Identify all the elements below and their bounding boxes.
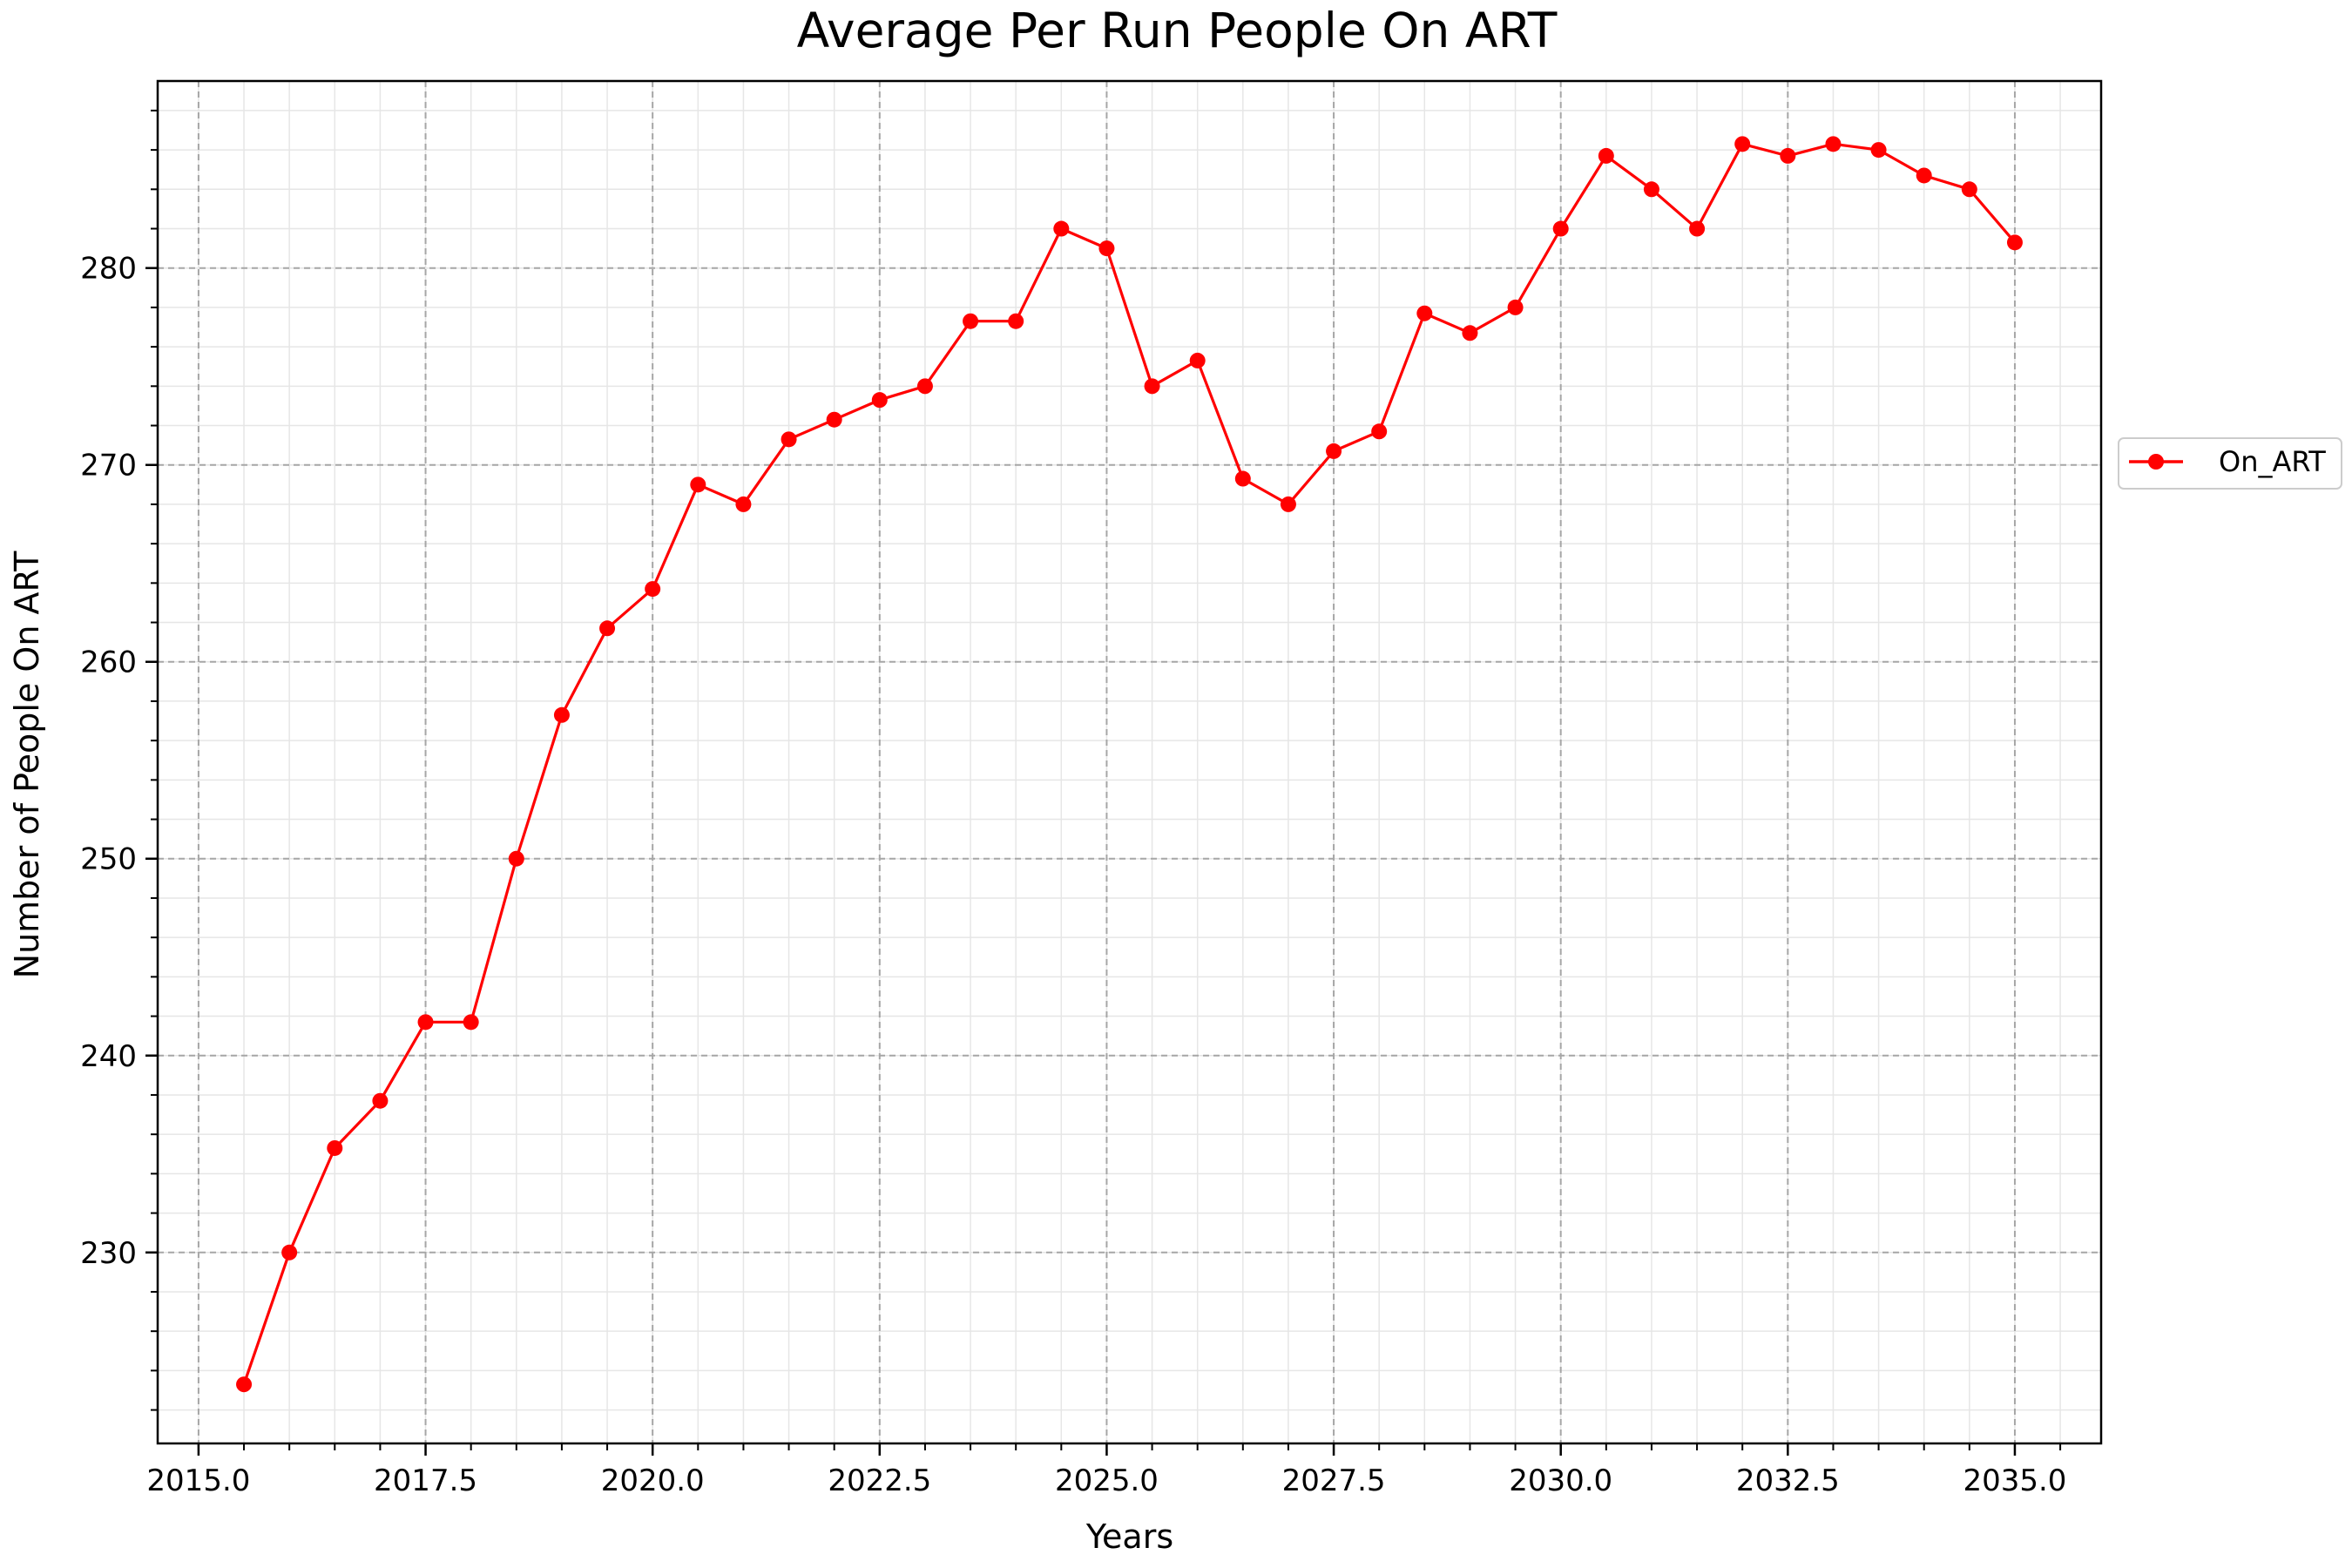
data-point <box>417 1014 434 1031</box>
legend-label-on-art: On_ART <box>2219 445 2326 478</box>
data-point <box>281 1244 298 1260</box>
y-tick-label: 270 <box>80 449 137 483</box>
y-tick-label: 260 <box>80 645 137 680</box>
data-point <box>1507 299 1524 315</box>
data-point <box>1643 181 1659 198</box>
y-tick-label: 250 <box>80 842 137 877</box>
x-tick-label: 2030.0 <box>1509 1463 1612 1498</box>
data-point <box>963 313 979 329</box>
data-point <box>1689 220 1706 237</box>
data-point <box>916 378 933 395</box>
data-point <box>1371 423 1388 440</box>
data-point <box>1916 167 1932 184</box>
data-point <box>1189 352 1206 368</box>
data-point <box>327 1139 343 1156</box>
series-line-on-art <box>242 142 2017 1385</box>
legend-marker-on-art <box>2148 454 2164 470</box>
data-point <box>599 620 616 637</box>
data-point <box>1870 142 1887 159</box>
x-tick-label: 2015.0 <box>146 1463 250 1498</box>
x-tick-label: 2025.0 <box>1055 1463 1159 1498</box>
major-grid <box>158 81 2101 1443</box>
data-point <box>508 850 524 867</box>
data-point <box>1552 220 1569 237</box>
x-tick-label: 2035.0 <box>1963 1463 2066 1498</box>
data-point <box>735 496 752 512</box>
data-point <box>1598 147 1614 164</box>
data-point <box>2006 234 2023 251</box>
data-point <box>690 476 706 493</box>
data-point <box>1416 305 1433 321</box>
x-tick-label: 2017.5 <box>374 1463 477 1498</box>
data-point <box>1098 240 1115 257</box>
data-point <box>1825 136 1842 152</box>
data-point <box>781 431 797 448</box>
x-tick-label: 2020.0 <box>601 1463 705 1498</box>
data-point <box>1462 325 1478 341</box>
data-point <box>645 581 661 598</box>
x-axis-title: Years <box>1085 1517 1173 1556</box>
data-point <box>463 1014 479 1031</box>
data-point <box>826 411 842 428</box>
y-tick-label: 280 <box>80 252 137 287</box>
tick-labels: 2015.0 2017.5 2020.0 2022.5 2025.0 2027.5 2030… <box>80 252 2066 1498</box>
legend-box <box>2118 437 2342 490</box>
y-tick-label: 240 <box>80 1039 137 1074</box>
data-point <box>1326 443 1342 459</box>
x-tick-label: 2027.5 <box>1282 1463 1386 1498</box>
axis-ticks <box>145 109 2062 1456</box>
data-point <box>372 1092 389 1109</box>
data-point <box>1734 136 1751 152</box>
data-point <box>1961 181 1977 198</box>
data-point <box>1144 378 1160 395</box>
series-layer <box>236 136 2023 1393</box>
data-point <box>871 392 888 409</box>
minor-grid <box>158 81 2101 1443</box>
data-point <box>1053 220 1070 237</box>
data-point <box>553 706 570 723</box>
x-tick-label: 2022.5 <box>828 1463 931 1498</box>
legend: On_ART <box>2118 437 2342 490</box>
x-tick-label: 2032.5 <box>1736 1463 1840 1498</box>
y-axis-title: Number of People On ART <box>8 551 46 978</box>
data-point <box>1280 496 1296 512</box>
chart-title: Average Per Run People On ART <box>797 3 1558 58</box>
y-tick-label: 230 <box>80 1236 137 1271</box>
plot-frame <box>156 79 2103 1445</box>
data-point <box>1234 470 1251 487</box>
data-point <box>1780 147 1796 164</box>
data-point <box>1008 313 1024 329</box>
data-point <box>236 1376 253 1393</box>
